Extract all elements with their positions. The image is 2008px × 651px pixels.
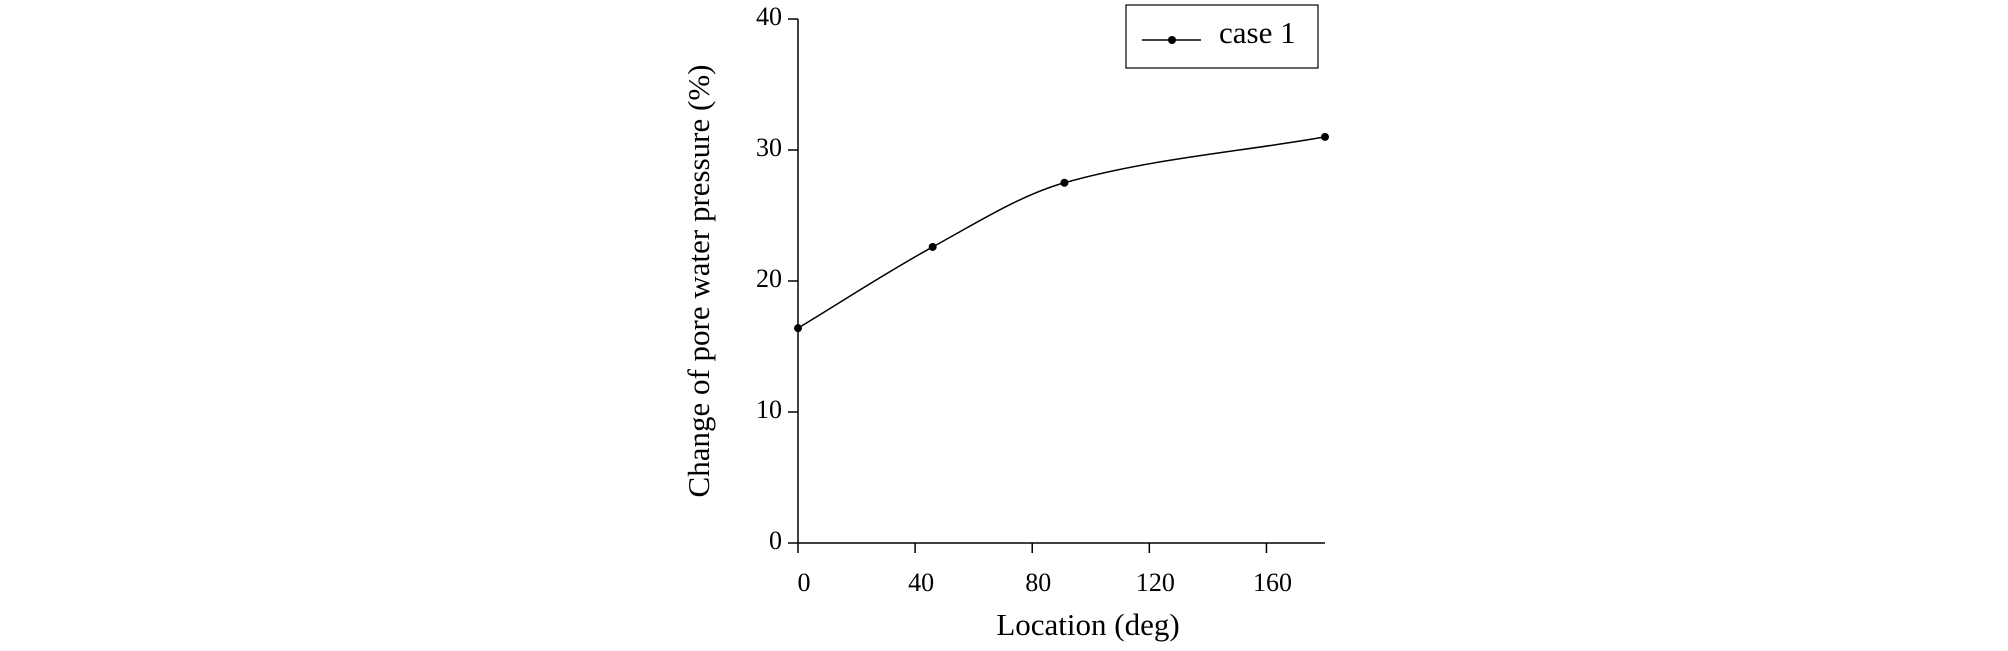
legend-box bbox=[1125, 4, 1319, 69]
x-tick-label: 0 bbox=[798, 568, 811, 597]
legend-marker bbox=[1168, 36, 1176, 44]
data-point bbox=[1321, 132, 1329, 141]
data-point bbox=[794, 324, 802, 333]
y-tick-label: 0 bbox=[769, 526, 782, 555]
y-tick-label: 10 bbox=[756, 395, 782, 424]
y-axis-label: Change of pore water pressure (%) bbox=[681, 65, 716, 498]
y-tick-label: 40 bbox=[756, 2, 782, 31]
y-tick-label: 30 bbox=[756, 133, 782, 162]
legend-label: case 1 bbox=[1219, 15, 1296, 50]
x-tick-label: 120 bbox=[1136, 568, 1175, 597]
x-tick-label: 40 bbox=[908, 568, 934, 597]
x-tick-label: 160 bbox=[1253, 568, 1292, 597]
data-point bbox=[1060, 178, 1069, 187]
data-line bbox=[797, 136, 1326, 329]
x-axis-label: Location (deg) bbox=[996, 607, 1179, 642]
y-tick-label: 20 bbox=[756, 264, 782, 293]
data-point bbox=[928, 242, 937, 251]
x-tick-label: 80 bbox=[1025, 568, 1051, 597]
